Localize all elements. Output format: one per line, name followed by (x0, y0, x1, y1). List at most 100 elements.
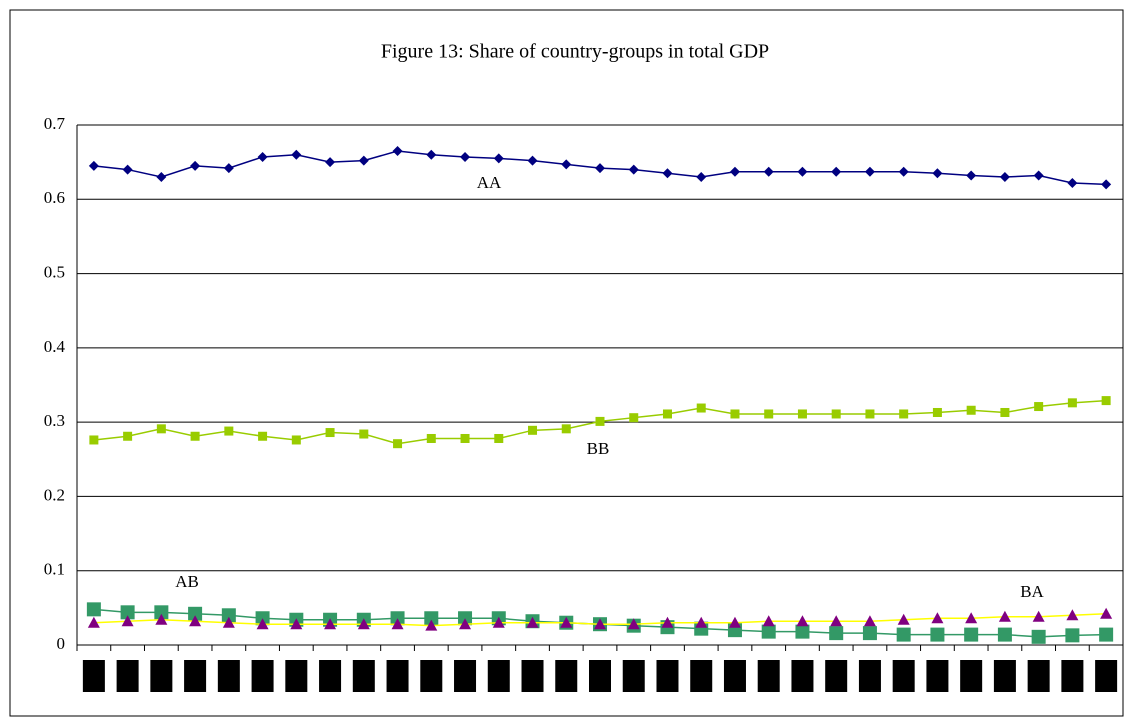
marker (1099, 627, 1114, 642)
series-label: BA (1020, 582, 1044, 601)
redacted-label (825, 660, 848, 692)
marker (123, 431, 133, 441)
redacted-label (656, 660, 679, 692)
marker (121, 615, 134, 627)
chart-frame (9, 9, 1124, 717)
redacted-label (217, 660, 240, 692)
marker (628, 164, 639, 175)
chart-title: Figure 13: Share of country-groups in to… (381, 41, 769, 63)
marker (426, 149, 437, 160)
marker (696, 172, 707, 182)
y-tick-label: 0.7 (44, 114, 66, 133)
marker (459, 618, 472, 630)
marker (730, 409, 740, 419)
marker (763, 166, 774, 177)
y-tick-label: 0.1 (44, 560, 65, 579)
redacted-label (150, 660, 173, 692)
marker (1032, 610, 1045, 622)
marker (595, 163, 605, 174)
marker (425, 619, 438, 631)
marker (222, 616, 235, 628)
redacted-label (960, 660, 983, 692)
marker (797, 166, 808, 177)
redacted-label (926, 660, 949, 692)
marker (256, 618, 269, 630)
marker (930, 627, 945, 642)
marker (864, 166, 875, 177)
marker (528, 425, 538, 435)
marker (189, 615, 202, 627)
marker (998, 610, 1011, 622)
marker (493, 153, 504, 164)
marker (1066, 609, 1079, 621)
series-label: AB (175, 572, 199, 591)
marker (897, 613, 910, 625)
marker (1067, 398, 1077, 408)
marker (932, 407, 942, 417)
redacted-label (386, 660, 409, 692)
marker (527, 155, 538, 166)
redacted-label (521, 660, 544, 692)
marker (662, 168, 673, 179)
marker (1031, 629, 1046, 644)
redacted-label (82, 660, 105, 692)
marker (1100, 607, 1113, 619)
marker (190, 160, 201, 171)
marker (729, 166, 740, 177)
marker (526, 616, 539, 628)
redacted-label (757, 660, 780, 692)
marker (931, 612, 944, 624)
marker (862, 626, 877, 641)
marker (290, 618, 303, 630)
redacted-label (184, 660, 207, 692)
marker (223, 163, 234, 174)
redacted-label (352, 660, 375, 692)
redacted-label (690, 660, 713, 692)
marker (257, 151, 268, 162)
redacted-label (892, 660, 915, 692)
marker (896, 627, 911, 642)
marker (830, 615, 843, 627)
y-tick-label: 0.2 (44, 485, 65, 504)
marker (391, 618, 404, 630)
marker (761, 624, 776, 639)
marker (831, 409, 841, 419)
marker (291, 435, 301, 445)
marker (863, 615, 876, 627)
marker (357, 618, 370, 630)
marker (460, 433, 470, 443)
redacted-label (858, 660, 881, 692)
marker (1101, 179, 1112, 190)
marker (359, 429, 369, 439)
marker (661, 616, 674, 628)
redacted-label (622, 660, 645, 692)
marker (492, 616, 505, 628)
marker (156, 424, 166, 434)
marker (324, 618, 337, 630)
redacted-label (420, 660, 443, 692)
marker (932, 168, 943, 179)
marker (358, 155, 369, 166)
marker (629, 413, 639, 423)
marker (898, 166, 909, 177)
redacted-label (791, 660, 814, 692)
marker (89, 435, 99, 445)
marker (831, 166, 842, 177)
marker (1000, 407, 1010, 417)
marker (1101, 396, 1111, 406)
redacted-label (116, 660, 139, 692)
series-label: BB (587, 439, 610, 458)
marker (155, 613, 168, 625)
marker (460, 151, 471, 162)
marker (999, 172, 1010, 182)
marker (797, 409, 807, 419)
marker (87, 616, 100, 628)
marker (156, 172, 167, 182)
marker (829, 626, 844, 641)
marker (560, 616, 573, 628)
marker (865, 409, 875, 419)
marker (1033, 170, 1044, 181)
marker (424, 611, 439, 626)
marker (627, 618, 640, 630)
